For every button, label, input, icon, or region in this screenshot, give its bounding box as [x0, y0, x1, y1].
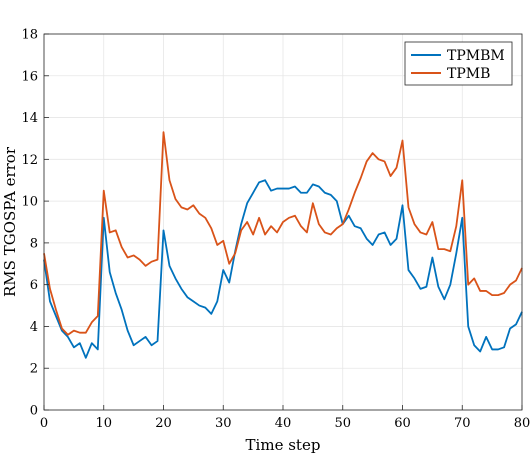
x-tick-label: 10 — [95, 416, 112, 431]
y-tick-label: 2 — [30, 362, 38, 377]
series-line-tpmb — [43, 131, 523, 336]
x-tick-label: 30 — [215, 416, 232, 431]
legend: TPMBM TPMB — [404, 41, 513, 86]
x-tick-label: 20 — [155, 416, 172, 431]
x-tick-label: 0 — [40, 416, 48, 431]
y-tick-label: 12 — [21, 153, 38, 168]
ticks — [43, 33, 523, 411]
y-tick-label: 0 — [30, 404, 38, 419]
x-tick-label: 70 — [454, 416, 471, 431]
series-line-tpmbm — [43, 179, 523, 359]
x-tick-label: 60 — [394, 416, 411, 431]
y-tick-label: 8 — [30, 236, 38, 251]
y-tick-label: 16 — [21, 69, 38, 84]
x-tick-label: 80 — [514, 416, 531, 431]
y-tick-label: 4 — [30, 320, 38, 335]
y-axis-label: RMS TGOSPA error — [1, 146, 19, 297]
series-layer — [43, 131, 523, 359]
y-tick-label: 14 — [21, 111, 38, 126]
legend-label-tpmbm: TPMBM — [447, 48, 505, 64]
y-tick-label: 6 — [30, 278, 38, 293]
tick-labels: 0 10 20 30 40 50 60 70 80 0 2 4 6 8 10 12 14 16 18 — [21, 28, 530, 432]
x-tick-label: 50 — [334, 416, 351, 431]
legend-box — [404, 41, 513, 86]
x-axis-label: Time step — [246, 436, 321, 454]
y-tick-label: 10 — [21, 195, 38, 210]
x-tick-label: 40 — [275, 416, 292, 431]
y-tick-label: 18 — [21, 28, 38, 43]
legend-label-tpmb: TPMB — [447, 66, 490, 82]
